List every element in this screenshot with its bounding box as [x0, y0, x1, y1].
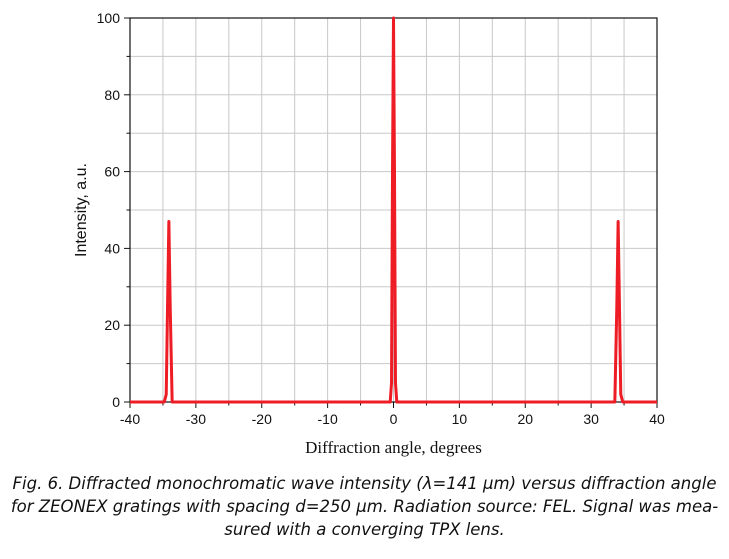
caption-line-1: Fig. 6. Diffracted monochromatic wave in… [12, 474, 717, 493]
y-tick-label: 60 [104, 164, 120, 180]
x-tick-label: -30 [186, 411, 206, 427]
x-tick-label: 20 [517, 411, 533, 427]
y-tick-label: 20 [104, 317, 120, 333]
chart-svg: -40 -30 -20 -10 0 10 20 30 40 0 20 40 60 80 100 Diffr… [73, 10, 665, 457]
x-tick-label: -20 [252, 411, 272, 427]
x-tick-label: 40 [649, 411, 665, 427]
y-tick-label: 40 [104, 240, 120, 256]
y-tick-label: 80 [104, 87, 120, 103]
caption-line-2: for ZEONEX gratings with spacing d=250 μ… [10, 497, 719, 516]
x-tick-label: -10 [318, 411, 338, 427]
caption-line-3: sured with a converging TPX lens. [224, 520, 505, 539]
x-tick-label: 0 [390, 411, 398, 427]
x-axis-title: Diffraction angle, degrees [305, 438, 482, 457]
series-layer [130, 16, 657, 404]
figure-caption: Fig. 6. Diffracted monochromatic wave in… [6, 472, 723, 541]
intensity-series-line [130, 16, 657, 404]
x-tick-label: -40 [120, 411, 140, 427]
chart-figure: -40 -30 -20 -10 0 10 20 30 40 0 20 40 60 80 100 Diffr… [73, 10, 665, 457]
x-tick-label: 10 [452, 411, 468, 427]
x-tick-labels: -40 -30 -20 -10 0 10 20 30 40 [120, 411, 665, 427]
x-tick-label: 30 [583, 411, 599, 427]
y-tick-label: 100 [97, 10, 121, 26]
y-axis-title: Intensity, a.u. [73, 163, 90, 257]
y-tick-labels: 0 20 40 60 80 100 [97, 10, 121, 410]
y-tick-label: 0 [112, 394, 120, 410]
